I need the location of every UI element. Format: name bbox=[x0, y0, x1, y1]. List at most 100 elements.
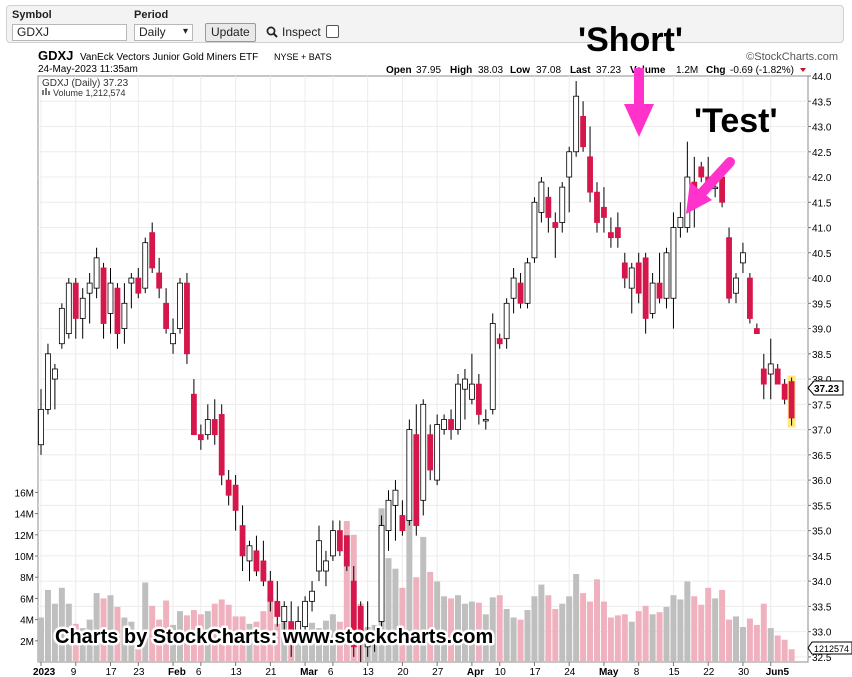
price-tick-label: 42.5 bbox=[812, 148, 832, 159]
search-icon[interactable] bbox=[266, 26, 278, 38]
candle-body bbox=[517, 282, 524, 304]
candle-body bbox=[177, 282, 183, 329]
candle-body bbox=[635, 262, 642, 294]
update-button[interactable]: Update bbox=[205, 23, 256, 42]
symbol-input[interactable]: GDXJ bbox=[12, 24, 127, 41]
candle-body bbox=[663, 252, 670, 299]
candle-body bbox=[38, 408, 44, 446]
toolbar: Symbol GDXJ Period Daily ▾ Update Inspec… bbox=[6, 5, 844, 43]
test-annotation: 'Test' bbox=[694, 102, 778, 140]
volume-bar bbox=[448, 598, 455, 662]
volume-bar bbox=[121, 617, 128, 662]
volume-bar bbox=[343, 521, 350, 662]
candle-body bbox=[462, 378, 468, 390]
volume-bar bbox=[51, 603, 58, 662]
candle-body bbox=[573, 95, 580, 153]
volume-bar bbox=[434, 581, 441, 662]
volume-bar bbox=[427, 571, 434, 662]
volume-bar bbox=[635, 611, 642, 662]
date-tick-label: Apr bbox=[467, 667, 484, 677]
last-volume-label: 1212574 bbox=[814, 644, 849, 654]
volume-bar bbox=[698, 604, 705, 662]
period-select[interactable]: Daily ▾ bbox=[134, 24, 193, 41]
volume-bar bbox=[600, 601, 607, 662]
date-tick-label: 10 bbox=[495, 667, 507, 677]
volume-bar bbox=[406, 516, 413, 662]
volume-bar bbox=[621, 614, 628, 662]
volume-bar bbox=[232, 616, 239, 662]
open-label: Open bbox=[386, 65, 412, 76]
candle-body bbox=[246, 545, 253, 562]
candle-body bbox=[392, 489, 399, 506]
candle-body bbox=[503, 302, 510, 340]
candle-body bbox=[448, 419, 454, 430]
candle-body bbox=[740, 252, 746, 264]
volume-bar bbox=[177, 611, 183, 662]
candle-body bbox=[142, 242, 149, 289]
candle-body bbox=[621, 262, 628, 279]
candle-body bbox=[747, 277, 753, 319]
volume-legend-label: Volume 1,212,574 bbox=[53, 88, 126, 98]
volume-tick-label: 6M bbox=[20, 594, 34, 605]
price-tick-label: 44.0 bbox=[812, 72, 832, 83]
candle-body bbox=[475, 383, 482, 415]
volume-bar bbox=[163, 600, 170, 662]
candle-body bbox=[128, 277, 135, 284]
security-name: VanEck Vectors Junior Gold Miners ETF bbox=[80, 52, 258, 63]
volume-bar bbox=[580, 593, 587, 662]
candle-body bbox=[649, 282, 656, 314]
candle-body bbox=[45, 353, 51, 410]
candle-body bbox=[434, 424, 441, 481]
chg-down-arrow-icon bbox=[800, 68, 806, 72]
candle-body bbox=[184, 282, 190, 355]
volume-bar bbox=[204, 611, 211, 662]
volume-bar bbox=[503, 609, 510, 662]
volume-bar bbox=[649, 614, 656, 662]
price-tick-label: 33.0 bbox=[812, 628, 832, 639]
volume-label: Volume bbox=[630, 65, 666, 76]
candle-body bbox=[93, 257, 100, 289]
price-legend-label: GDXJ (Daily) 37.23 bbox=[42, 78, 129, 89]
volume-bar bbox=[72, 623, 79, 662]
volume-bar bbox=[93, 593, 100, 662]
price-axis: 44.0 43.5 43.0 42.5 42.0 41.5 41.0 40.5 40.0 39.5… bbox=[808, 72, 832, 664]
volume-bar bbox=[100, 598, 107, 662]
candle-body bbox=[378, 525, 385, 622]
candle-body bbox=[343, 535, 350, 567]
volume-bar bbox=[461, 603, 468, 662]
volume-bar bbox=[559, 603, 566, 662]
volume-bar bbox=[753, 624, 760, 662]
volume-bar bbox=[302, 631, 309, 662]
candle-body bbox=[726, 237, 732, 299]
volume-bar bbox=[190, 610, 197, 662]
candle-body bbox=[642, 257, 649, 319]
volume-bar bbox=[566, 596, 573, 662]
volume-bar bbox=[239, 616, 246, 662]
inspect-checkbox[interactable] bbox=[326, 25, 339, 38]
price-tick-label: 36.5 bbox=[812, 451, 832, 462]
last-volume-tag: 1212574 bbox=[807, 641, 852, 655]
chevron-down-icon: ▾ bbox=[182, 26, 188, 37]
stockcharts-brand: ©StockCharts.com bbox=[746, 51, 838, 63]
date-tick-label: 6 bbox=[328, 667, 334, 677]
last-label: Last bbox=[570, 65, 591, 76]
candle-body bbox=[594, 191, 600, 223]
exchange-label: NYSE + BATS bbox=[274, 52, 332, 62]
volume-bar bbox=[274, 623, 281, 662]
candle-body bbox=[253, 550, 260, 572]
volume-bar bbox=[197, 614, 204, 662]
date-tick-label: 17 bbox=[106, 667, 118, 677]
volume-bar bbox=[475, 602, 482, 662]
candle-body bbox=[107, 282, 114, 314]
volume-bar bbox=[86, 619, 93, 662]
candle-body bbox=[552, 222, 559, 228]
candle-body bbox=[719, 176, 725, 203]
test-arrow bbox=[686, 157, 735, 214]
volume-bar bbox=[142, 582, 149, 662]
volume-bar bbox=[260, 611, 267, 662]
high-value: 38.03 bbox=[478, 65, 503, 76]
volume-tick-label: 10M bbox=[15, 552, 34, 563]
volume-bar bbox=[705, 587, 712, 662]
candle-body bbox=[239, 525, 246, 557]
candle-body bbox=[225, 479, 232, 496]
